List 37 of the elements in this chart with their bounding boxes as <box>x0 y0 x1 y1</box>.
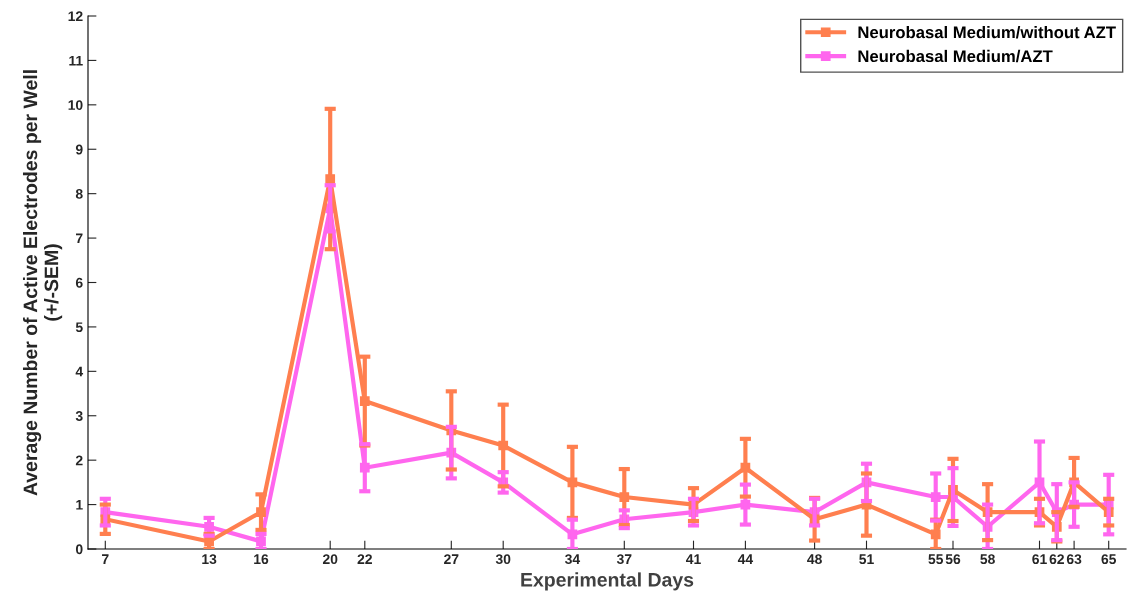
x-tick-label: 44 <box>737 554 754 564</box>
x-tick-label: 20 <box>322 554 338 565</box>
y-axis-title: Average Number of Active Electrodes per Well (+/-SEM) <box>22 70 63 496</box>
x-tick-label: 7 <box>102 554 109 564</box>
y-tick-label: 12 <box>68 11 83 22</box>
x-tick-label: 37 <box>616 554 632 565</box>
x-axis-title: Experimental Days <box>521 572 694 591</box>
x-tick-label: 62 <box>1049 554 1064 565</box>
x-tick-label: 55 <box>928 554 944 565</box>
y-tick-label: 10 <box>68 100 83 110</box>
y-tick-label: 1 <box>76 500 83 510</box>
y-tick-label: 2 <box>75 455 83 466</box>
x-tick-label: 48 <box>807 554 822 565</box>
x-tick-label: 51 <box>859 554 874 565</box>
x-tick-label: 58 <box>980 554 995 565</box>
y-tick-label: 5 <box>75 322 83 333</box>
x-tick-label: 16 <box>254 554 269 565</box>
x-tick-label: 30 <box>495 554 511 565</box>
x-tick-label: 41 <box>685 554 701 564</box>
x-tick-label: 63 <box>1066 554 1082 565</box>
y-tick-label: 0 <box>75 544 83 555</box>
legend-label: Neurobasal Medium/AZT <box>858 49 1053 63</box>
x-tick-label: 13 <box>202 554 217 565</box>
x-tick-label: 56 <box>945 554 961 565</box>
y-tick-label: 7 <box>76 233 83 244</box>
x-tick-label: 65 <box>1101 554 1117 565</box>
y-tick-label: 9 <box>75 144 83 155</box>
x-tick-label: 27 <box>444 554 459 564</box>
y-tick-label: 6 <box>75 277 83 288</box>
legend-label: Neurobasal Medium/without AZT <box>858 26 1116 39</box>
y-tick-label: 3 <box>75 411 83 421</box>
x-tick-label: 34 <box>565 554 581 565</box>
x-tick-label: 61 <box>1032 554 1047 565</box>
y-tick-label: 8 <box>75 189 83 199</box>
y-tick-label: 4 <box>75 366 84 377</box>
y-tick-label: 11 <box>69 55 83 66</box>
x-tick-label: 22 <box>357 554 372 564</box>
